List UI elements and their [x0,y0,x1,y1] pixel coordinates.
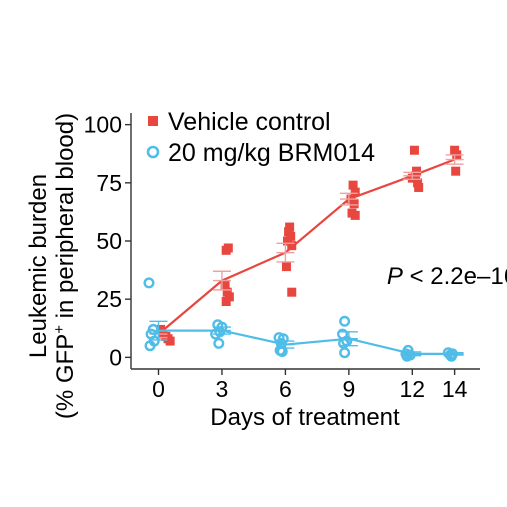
x-tick-label: 9 [342,376,355,402]
data-point [348,180,358,190]
legend: Vehicle control 20 mg/kg BRM014 [146,108,375,167]
p-value-annotation: P < 2.2e–16 [387,263,507,290]
x-tick-label: 3 [216,376,229,402]
data-point [409,145,419,155]
data-point [156,324,166,334]
data-point [445,350,457,362]
legend-item-1: 20 mg/kg BRM014 [146,139,375,167]
data-point [350,210,360,220]
data-point [285,222,295,232]
x-tick-label: 12 [400,376,426,402]
data-point [339,315,351,327]
axes: 0 25 50 75 100 0 3 6 9 12 14 [84,112,480,402]
y-tick-label: 0 [109,344,122,370]
data-point [165,336,175,346]
legend-label: Vehicle control [168,108,331,136]
data-point [339,347,351,359]
y-tick-label: 100 [84,112,122,138]
data-point [287,241,297,251]
legend-label: 20 mg/kg BRM014 [168,139,375,167]
y-tick-label: 50 [96,228,122,254]
data-point [223,243,233,253]
data-point [143,277,155,289]
data-point [413,178,423,188]
series-line [157,158,455,335]
series-0 [149,145,464,346]
data-point [414,182,424,192]
legend-swatch [146,145,160,159]
legend-swatch [148,116,158,126]
p-value-text: < 2.2e–16 [403,263,507,290]
legend-item-0: Vehicle control [148,108,331,136]
data-point [222,287,232,297]
data-point [350,187,360,197]
p-value-italic: P [387,263,403,290]
y-axis-label-superscript: + [51,325,68,334]
data-point [286,231,296,241]
data-point [281,262,291,272]
data-point [412,166,422,176]
data-point [224,292,234,302]
data-point [284,227,294,237]
data-point [276,346,288,358]
data-point [451,166,461,176]
y-tick-label: 75 [96,170,122,196]
y-axis-label-line2: (% GFP+ in peripheral blood) [51,113,79,419]
data-point [283,236,293,246]
x-tick-label: 6 [279,376,292,402]
y-tick-label: 25 [96,286,122,312]
data-point [221,297,231,307]
series-layer [143,145,464,362]
y-axis-label-line1: Leukemic burden [25,174,52,358]
series-1 [143,277,464,362]
data-point [144,340,156,352]
data-point [213,337,225,349]
x-axis-label: Days of treatment [210,404,400,431]
data-point [450,145,460,155]
x-tick-label: 0 [152,376,165,402]
data-point [287,287,297,297]
data-point [349,199,359,209]
y-axis-label: Leukemic burden (% GFP+ in peripheral bl… [25,113,79,419]
data-point [220,280,230,290]
x-tick-label: 14 [442,376,468,402]
